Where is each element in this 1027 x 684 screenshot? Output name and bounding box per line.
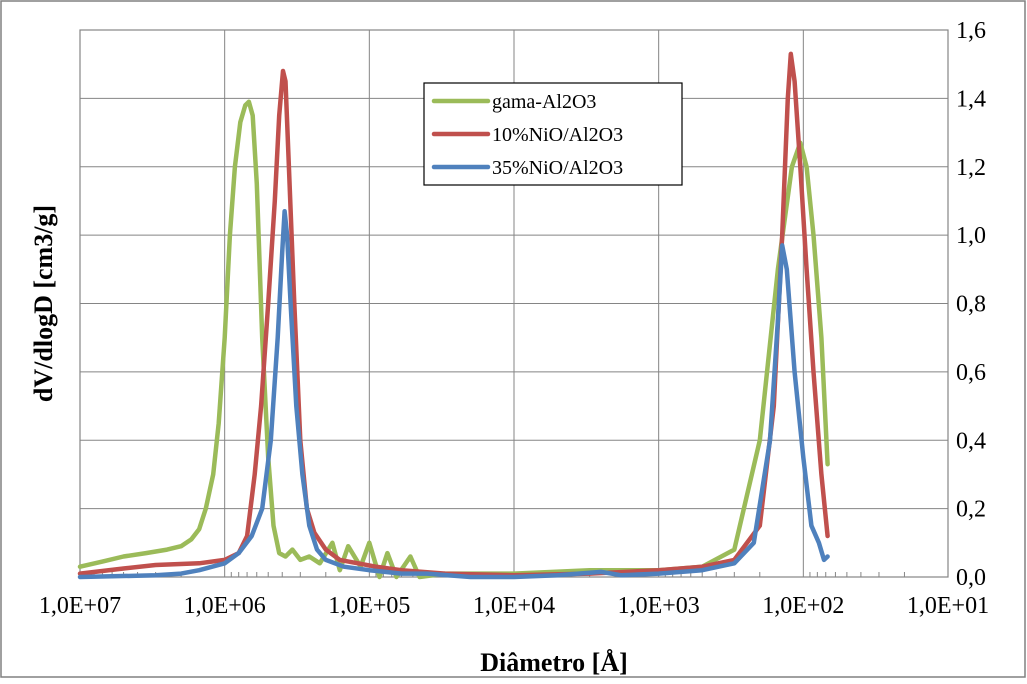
x-tick-label: 1,0E+04 [473, 593, 555, 619]
series-lines [77, 51, 830, 580]
y-axis-title: dV/dlogD [cm3/g] [29, 205, 58, 402]
legend-label-0: gama-Al2O3 [492, 91, 596, 113]
legend-label-1: 10%NiO/Al2O3 [492, 124, 623, 146]
x-tick-label: 1,0E+07 [39, 593, 121, 619]
x-tick-label: 1,0E+01 [907, 593, 989, 619]
y-tick-label: 0,4 [956, 428, 986, 454]
y-tick-label: 1,2 [956, 155, 986, 181]
x-tick-labels: 1,0E+07 1,0E+06 1,0E+05 1,0E+04 1,0E+03 1,0E+… [39, 593, 989, 619]
y-tick-label: 0,8 [956, 292, 986, 318]
series-line-1 [77, 51, 830, 578]
series-line-2 [77, 208, 830, 580]
series-line-0 [77, 99, 830, 580]
x-tick-label: 1,0E+05 [328, 593, 410, 619]
x-tick-label: 1,0E+06 [184, 593, 266, 619]
x-tick-label: 1,0E+02 [762, 593, 844, 619]
y-tick-label: 0,6 [956, 360, 986, 386]
y-tick-label: 1,4 [956, 86, 986, 112]
legend: gama-Al2O3 10%NiO/Al2O3 35%NiO/Al2O3 [423, 82, 683, 186]
y-tick-label: 0,0 [956, 565, 986, 591]
y-tick-label: 1,6 [956, 18, 986, 44]
y-tick-labels: 0,0 0,2 0,4 0,6 0,8 1,0 1,2 1,4 1,6 [956, 18, 986, 591]
x-tick-label: 1,0E+03 [618, 593, 700, 619]
legend-label-2: 35%NiO/Al2O3 [492, 157, 623, 179]
y-tick-label: 1,0 [956, 223, 986, 249]
y-tick-label: 0,2 [956, 497, 986, 523]
x-axis-title: Diâmetro [Å] [480, 648, 628, 677]
